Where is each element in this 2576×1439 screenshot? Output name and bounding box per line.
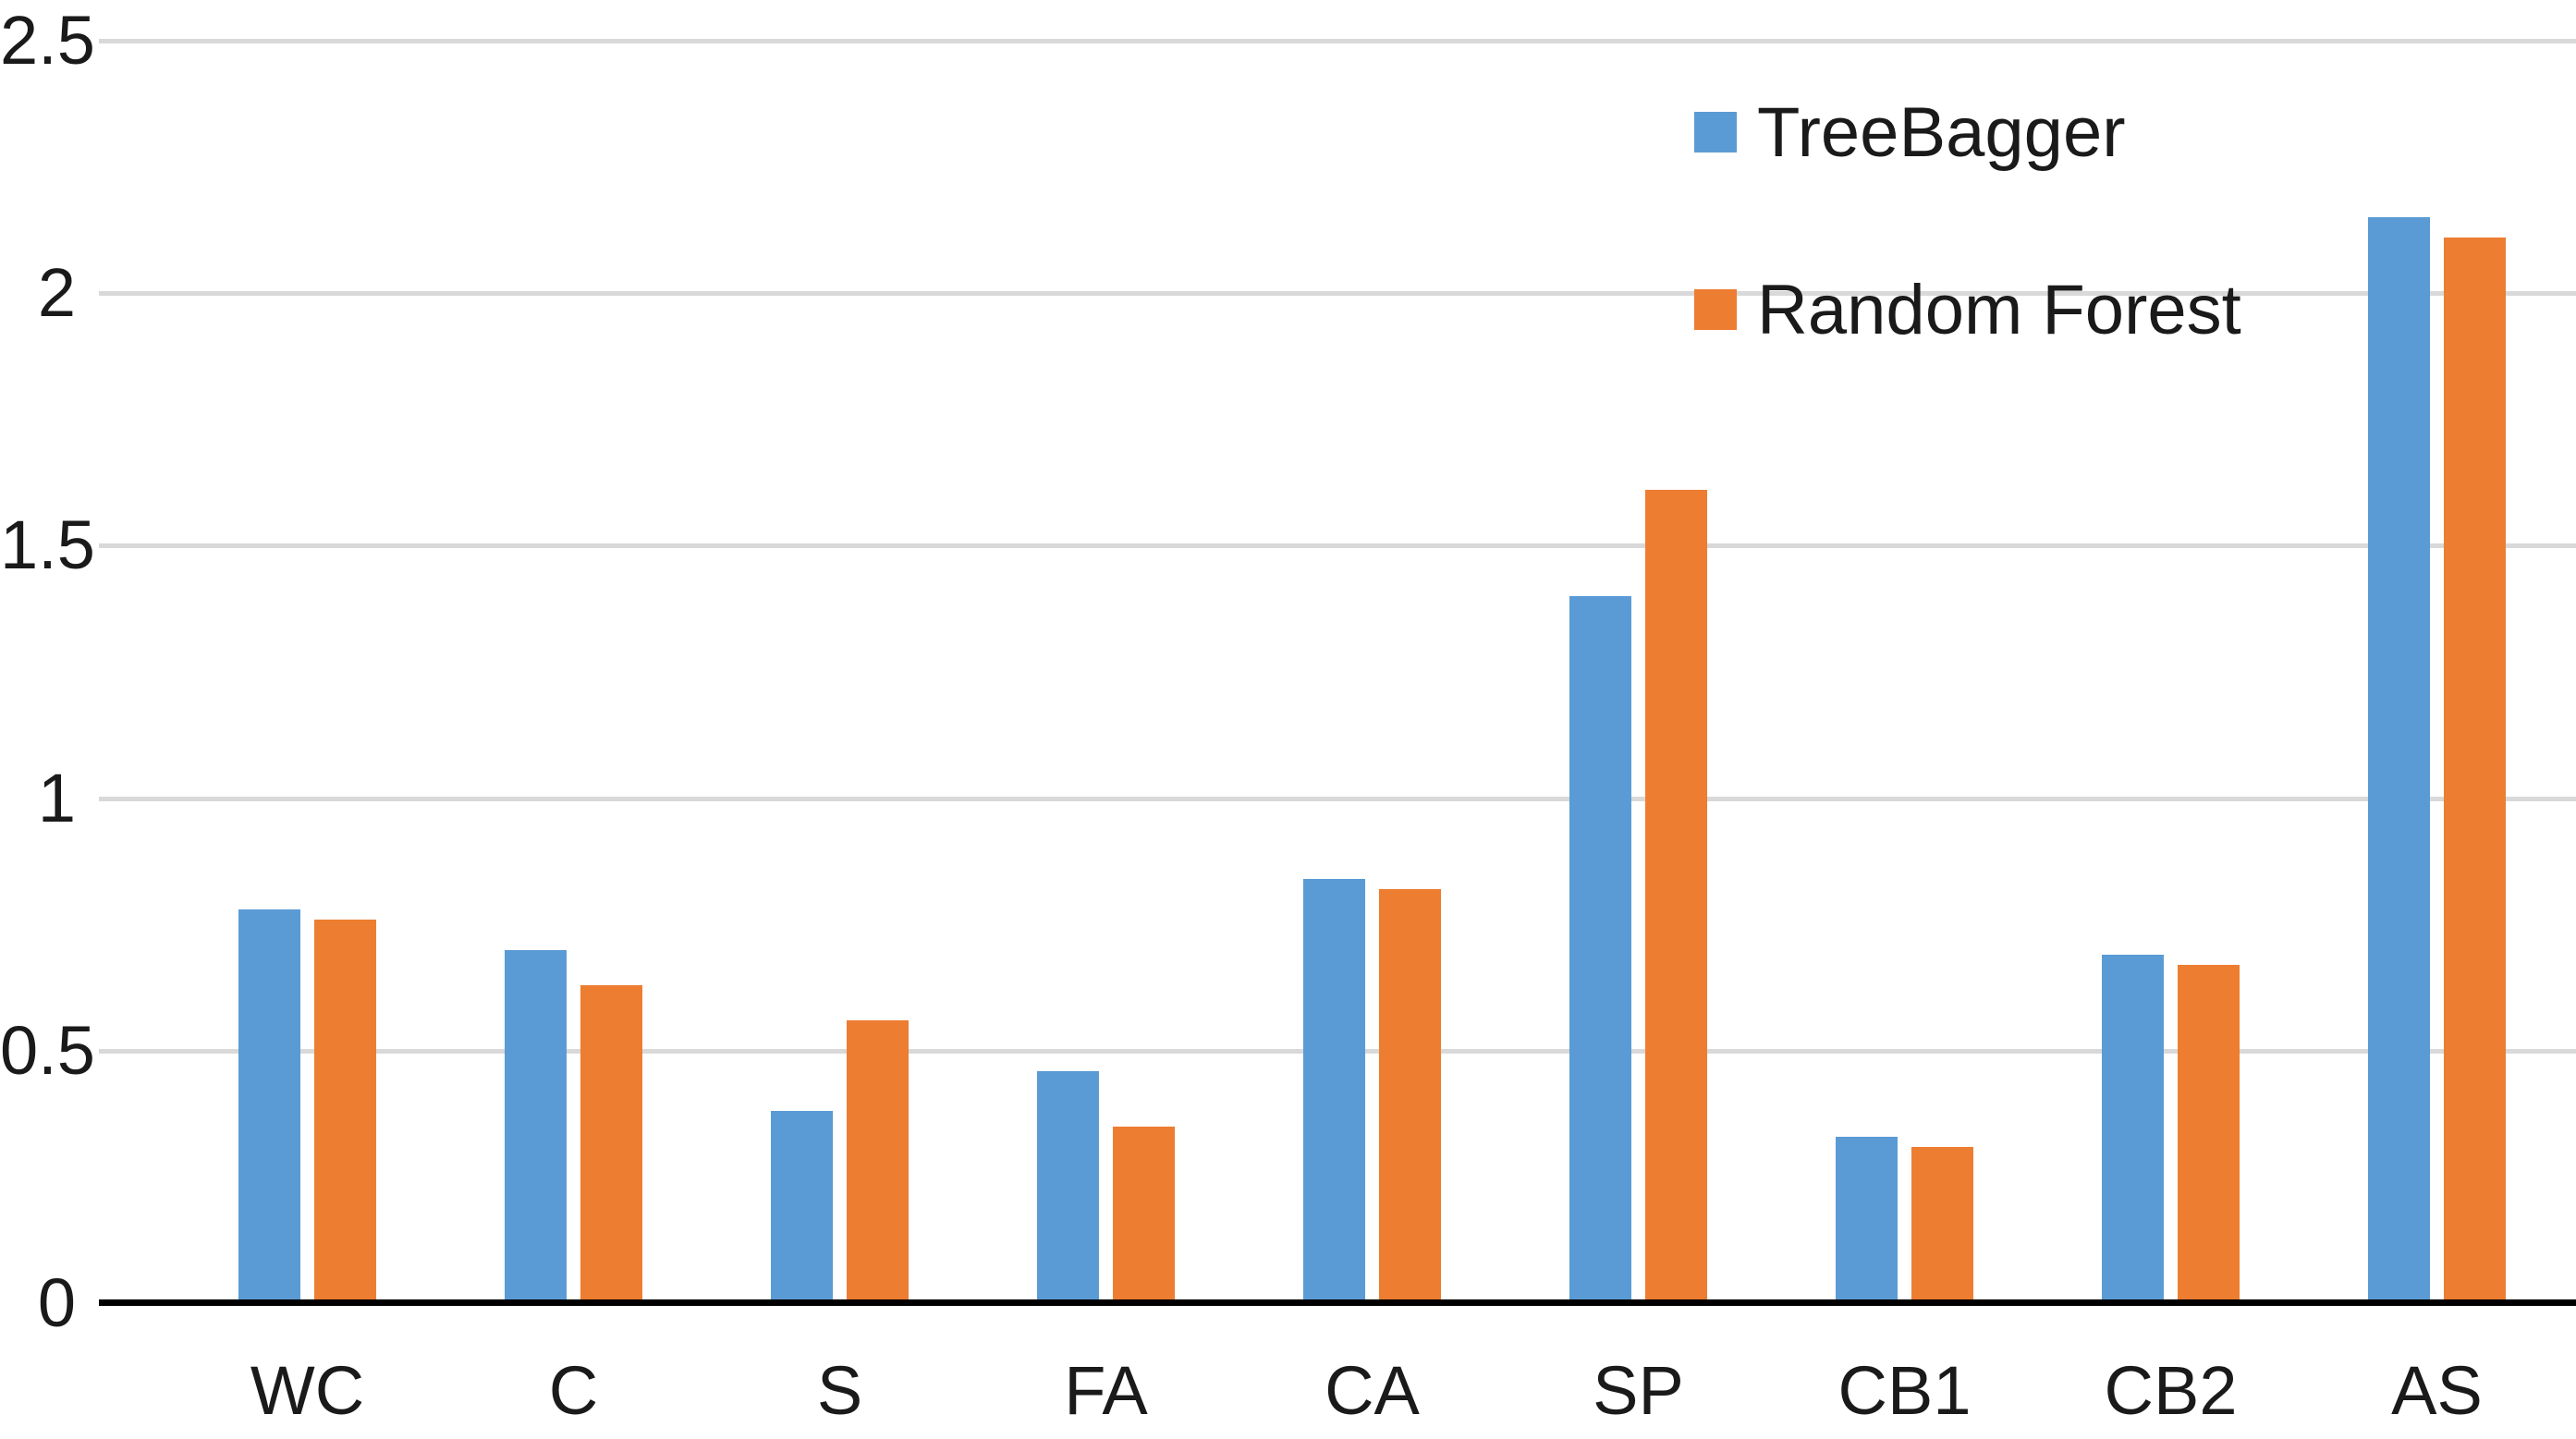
y-tick-label: 1.5 xyxy=(0,506,95,584)
bar-AS-random-forest xyxy=(2444,238,2506,1303)
x-tick-label-CB1: CB1 xyxy=(1837,1352,1972,1429)
legend-label-random-forest: Random Forest xyxy=(1757,270,2241,349)
bar-CB2-treebagger xyxy=(2102,955,2164,1303)
random-forest-series-swatch-icon xyxy=(1694,289,1737,330)
x-tick-label-C: C xyxy=(548,1352,599,1429)
bar-WC-treebagger xyxy=(238,909,300,1303)
x-tick-label-CA: CA xyxy=(1325,1352,1420,1429)
bar-CA-random-forest xyxy=(1379,889,1441,1303)
bar-C-random-forest xyxy=(580,985,642,1303)
bar-FA-random-forest xyxy=(1113,1127,1175,1303)
bar-S-random-forest xyxy=(847,1020,909,1303)
bar-CA-treebagger xyxy=(1303,879,1365,1303)
legend: TreeBagger Random Forest xyxy=(1694,92,2241,349)
bar-SP-random-forest xyxy=(1645,490,1707,1303)
legend-item-treebagger: TreeBagger xyxy=(1694,92,2241,172)
bar-C-treebagger xyxy=(505,950,567,1303)
legend-label-treebagger: TreeBagger xyxy=(1757,92,2126,172)
x-tick-label-S: S xyxy=(816,1352,863,1429)
bar-CB2-random-forest xyxy=(2178,965,2240,1303)
gridline-2.5 xyxy=(99,39,2576,43)
x-axis-line xyxy=(99,1299,2576,1306)
gridline-1.5 xyxy=(99,543,2576,549)
y-tick-label: 1 xyxy=(37,759,76,836)
bar-S-treebagger xyxy=(771,1111,833,1303)
x-tick-label-CB2: CB2 xyxy=(2104,1352,2238,1429)
bar-SP-treebagger xyxy=(1569,596,1631,1303)
bar-WC-random-forest xyxy=(314,920,376,1303)
x-tick-label-WC: WC xyxy=(250,1352,365,1429)
bar-FA-treebagger xyxy=(1037,1071,1099,1303)
gridline-2 xyxy=(99,291,2576,297)
x-tick-label-SP: SP xyxy=(1593,1352,1684,1429)
gridline-1 xyxy=(99,796,2576,801)
treebagger-series-swatch-icon xyxy=(1694,112,1737,152)
y-tick-label: 0 xyxy=(37,1264,76,1341)
y-tick-label: 2.5 xyxy=(0,2,95,79)
x-tick-label-AS: AS xyxy=(2391,1352,2483,1429)
bar-CB1-treebagger xyxy=(1836,1137,1898,1303)
legend-item-random-forest: Random Forest xyxy=(1694,270,2241,349)
bar-CB1-random-forest xyxy=(1911,1147,1973,1303)
x-tick-label-FA: FA xyxy=(1064,1352,1148,1429)
y-tick-label: 0.5 xyxy=(0,1011,95,1089)
bar-AS-treebagger xyxy=(2368,217,2430,1303)
y-tick-label: 2 xyxy=(37,254,76,332)
